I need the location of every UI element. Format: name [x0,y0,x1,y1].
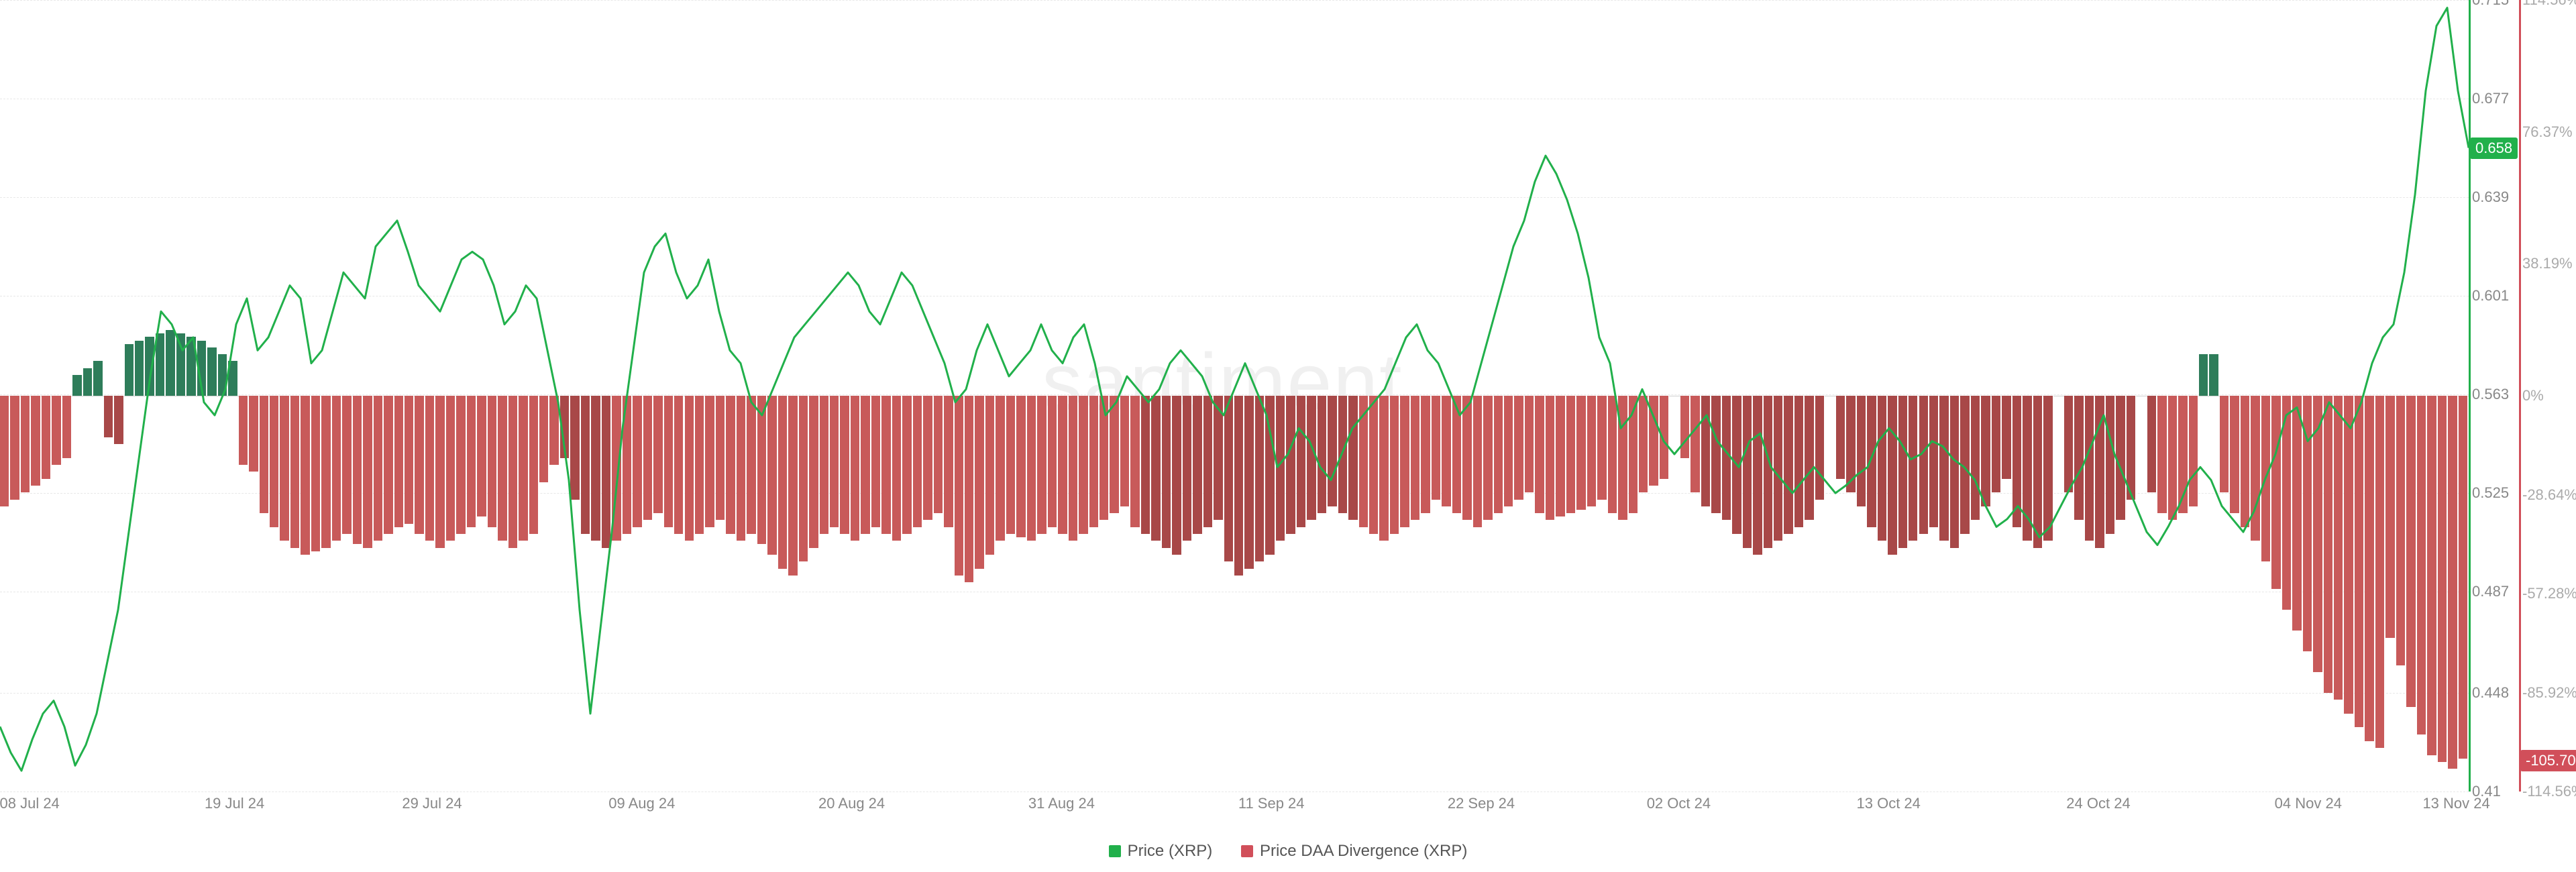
price-axis-bar [2469,0,2471,792]
legend-label-price: Price (XRP) [1128,842,1213,861]
plot-area[interactable]: santiment. [0,0,2469,792]
x-axis: 08 Jul 2419 Jul 2429 Jul 2409 Aug 2420 A… [0,795,2469,822]
legend-swatch-divergence [1241,845,1253,857]
price-axis: 0.7150.6770.6390.6010.5630.5250.4870.448… [2472,0,2519,792]
legend-label-divergence: Price DAA Divergence (XRP) [1260,842,1467,861]
divergence-axis-bar [2519,0,2521,792]
legend-item-price: Price (XRP) [1109,842,1213,861]
divergence-axis: 114.56%76.37%38.19%0%-28.64%-57.28%-85.9… [2522,0,2576,792]
price-current-badge: 0.658 [2470,138,2518,159]
divergence-bars [0,0,2469,792]
legend: Price (XRP) Price DAA Divergence (XRP) [0,842,2576,862]
legend-item-divergence: Price DAA Divergence (XRP) [1241,842,1467,861]
divergence-current-badge: -105.70% [2520,750,2576,771]
legend-swatch-price [1109,845,1121,857]
chart-container: santiment. 0.7150.6770.6390.6010.5630.52… [0,0,2576,872]
